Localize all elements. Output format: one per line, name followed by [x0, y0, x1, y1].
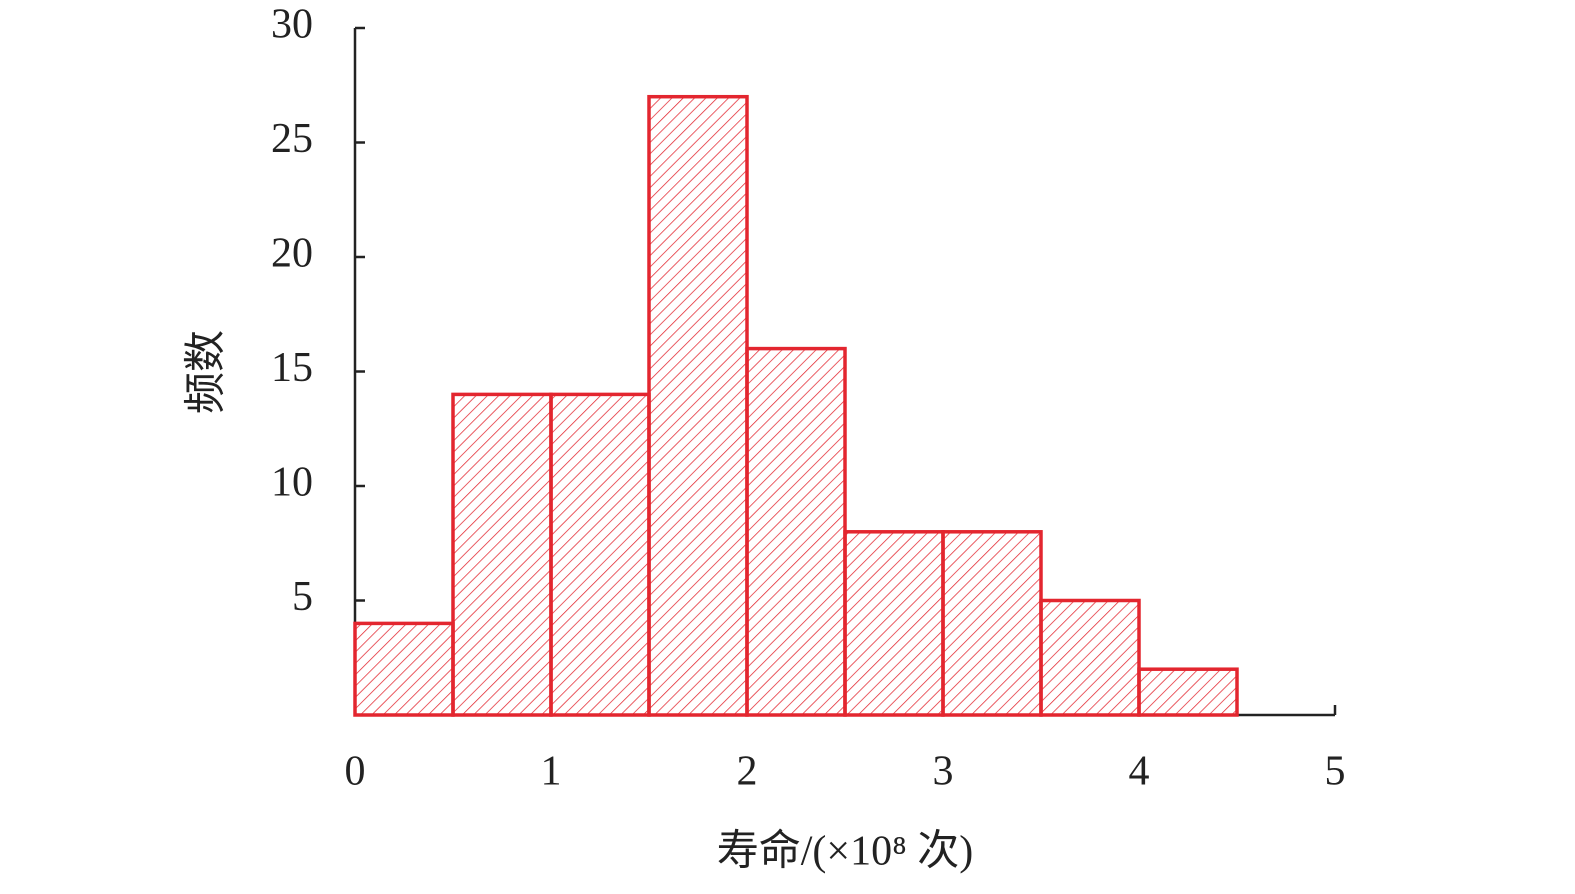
y-axis-label: 频数 — [184, 330, 230, 414]
y-tick-label: 20 — [271, 231, 313, 277]
x-axis-label: 寿命/(×10⁸ 次) — [717, 828, 973, 875]
bar — [941, 530, 1043, 717]
bar — [647, 94, 749, 717]
x-tick-label: 2 — [737, 749, 758, 795]
x-tick-label: 0 — [345, 749, 366, 795]
bar — [1039, 598, 1141, 717]
x-tick-label: 5 — [1325, 749, 1346, 795]
bar — [745, 346, 847, 717]
y-tick-label: 25 — [271, 116, 313, 162]
bar — [549, 392, 651, 717]
x-tick-label: 1 — [541, 749, 562, 795]
bar — [353, 621, 455, 717]
x-tick-label: 4 — [1129, 749, 1150, 795]
y-tick-label: 10 — [271, 460, 313, 506]
bar — [451, 392, 553, 717]
y-tick-label: 5 — [292, 574, 313, 620]
y-tick-label: 30 — [271, 2, 313, 48]
x-tick-label: 3 — [933, 749, 954, 795]
y-tick-label: 15 — [271, 345, 313, 391]
bar — [1137, 667, 1239, 717]
bar — [843, 530, 945, 717]
